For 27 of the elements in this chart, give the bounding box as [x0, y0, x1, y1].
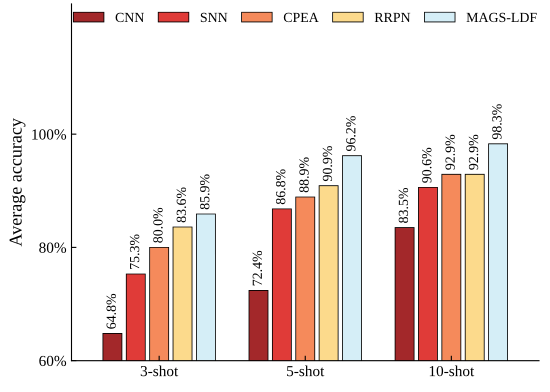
data-label: 64.8% — [106, 294, 116, 329]
data-label: 92.9% — [445, 134, 455, 170]
y-axis-title: Average accuracy — [10, 118, 26, 246]
data-label: 90.9% — [322, 146, 332, 182]
y-tick-label: 80% — [39, 242, 66, 253]
data-label: 98.3% — [492, 104, 502, 140]
data-label: 80.0% — [153, 208, 163, 243]
data-label: 83.5% — [398, 188, 408, 223]
legend-label: RRPN — [374, 12, 410, 22]
y-tick-label: 60% — [39, 356, 66, 366]
data-label: 90.6% — [422, 148, 432, 183]
data-label: 72.4% — [252, 250, 262, 286]
x-tick-label: 3-shot — [140, 366, 178, 376]
data-label: 86.8% — [276, 169, 286, 204]
legend-label: SNN — [200, 12, 228, 22]
data-label: 88.9% — [299, 157, 309, 192]
data-label: 83.6% — [176, 187, 186, 222]
data-label: 75.3% — [130, 234, 140, 269]
data-label: 85.9% — [200, 174, 210, 210]
x-tick-label: 5-shot — [287, 366, 324, 376]
data-label: 92.9% — [468, 134, 478, 170]
legend-label: CPEA — [284, 12, 319, 22]
legend-label: CNN — [116, 12, 144, 22]
data-label: 96.2% — [346, 116, 356, 152]
x-tick-label: 10-shot — [430, 366, 474, 376]
y-tick-label: 100% — [32, 129, 66, 140]
legend-label: MAGS-LDF — [466, 12, 537, 22]
